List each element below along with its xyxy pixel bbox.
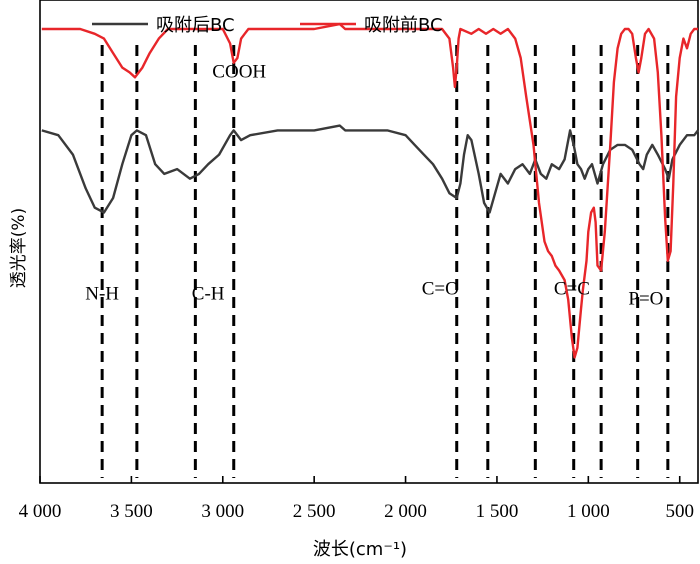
x-tick-label-5: 1 500: [476, 501, 519, 522]
x-tick-label-3: 2 500: [293, 501, 336, 522]
series-line-1: [41, 22, 698, 359]
annotation-1: C-H: [192, 283, 225, 304]
x-axis-label: 波长(cm⁻¹): [313, 539, 407, 560]
legend-label-0: 吸附后BC: [156, 15, 235, 36]
annotation-2: COOH: [212, 61, 266, 82]
x-tick-label-6: 1 000: [567, 501, 610, 522]
plot-frame: [39, 0, 699, 484]
series-lines: [41, 22, 699, 359]
x-tick-label-2: 3 000: [201, 501, 244, 522]
x-tick-label-4: 2 000: [384, 501, 427, 522]
annotation-0: N-H: [85, 283, 119, 304]
series-line-0: [41, 124, 699, 214]
x-tick-label-7: 500: [665, 501, 694, 522]
x-tick-label-0: 4 000: [19, 501, 62, 522]
x-ticks: 4 000 3 500 3 000 2 500 2 000 1 500 1 000 500: [19, 476, 694, 522]
y-axis-label: 透光率(%): [9, 208, 29, 288]
peak-markers: [100, 45, 670, 478]
annotation-4: C=C: [554, 279, 590, 300]
legend-label-1: 吸附前BC: [364, 15, 443, 36]
annotation-5: P=O: [628, 288, 663, 309]
x-tick-label-1: 3 500: [110, 501, 153, 522]
annotation-3: C=O: [422, 279, 459, 300]
legend: 吸附后BC 吸附前BC: [92, 15, 443, 36]
